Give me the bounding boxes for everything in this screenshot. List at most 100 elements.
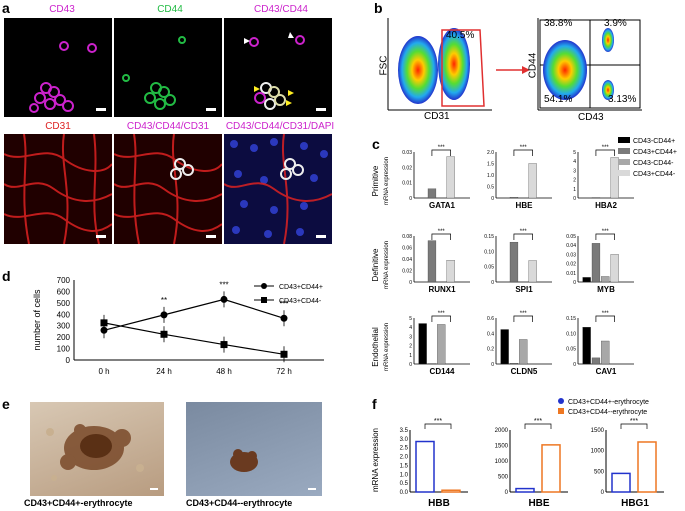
ytick-5-2: 0.02 (566, 262, 576, 268)
micrograph-cd43 (4, 18, 112, 117)
ytick-1-3: 1.5 (487, 162, 494, 168)
sig-label-5: *** (602, 229, 610, 235)
f-ytick-1-3: 1500 (495, 444, 509, 450)
gene-label-2: HBA2 (595, 201, 617, 210)
quadrant-bottom-right: 3.13% (608, 94, 637, 105)
flow-right-xlabel: CD43 (578, 112, 604, 123)
legend-item-0: CD43-CD44+ (618, 136, 684, 147)
bar-5-3 (610, 254, 619, 283)
sig-label-4: *** (520, 229, 528, 235)
f-ytick-0-0: 0.0 (400, 490, 409, 496)
bar-4-1 (509, 241, 519, 283)
ytick-3-3: 0.06 (402, 246, 412, 252)
f-ytick-0-4: 2.0 (400, 455, 409, 461)
gene-label-4: SPI1 (515, 285, 533, 294)
legend-f-item-1: CD43+CD44--erythrocyte (558, 408, 684, 418)
bar-8-0 (582, 327, 591, 365)
colony-caption-2: CD43+CD44--erythrocyte (186, 498, 293, 508)
micro-label-merge2: CD43/CD44/CD31 (126, 121, 210, 132)
f-ytick-1-0: 0 (505, 490, 509, 496)
ytick-7-2: 0.4 (487, 331, 494, 337)
f-sig-label-1: *** (534, 418, 542, 425)
micro-label-merge3: CD43/CD44/CD31/DAPI (225, 121, 335, 132)
d-sig-2: *** (279, 299, 288, 308)
ytick-6-5: 5 (409, 316, 412, 322)
bar-1-1 (509, 197, 519, 199)
ytick-6-4: 4 (409, 325, 412, 331)
ytick-2-5: 5 (573, 150, 576, 156)
d-ytick-5: 500 (57, 299, 71, 308)
bar-0-1 (427, 188, 437, 199)
sig-bracket-0 (431, 149, 451, 156)
micro-label-merge1: CD43/CD44 (254, 4, 308, 15)
sig-bracket-5 (595, 233, 615, 240)
f-sig-label-2: *** (630, 418, 638, 425)
ytick-4-0: 0 (491, 280, 494, 286)
row-label-0: Primitive (371, 165, 380, 196)
legend-f-item-0: CD43+CD44+-erythrocyte (558, 398, 684, 408)
panel-c-label: c (372, 136, 380, 152)
d-series-line-0 (103, 298, 285, 331)
sig-label-2: *** (602, 145, 610, 151)
flow-right-ylabel: CD44 (527, 52, 539, 79)
sig-bracket-2 (595, 149, 615, 156)
panel-b-label: b (374, 0, 383, 16)
f-ytick-2-1: 500 (594, 469, 605, 475)
legend-item-3: CD43+CD44- (618, 169, 684, 180)
f-sig-bracket-2 (620, 423, 648, 429)
f-gene-label-0: HBB (428, 498, 450, 509)
row-ylabel-0: mRNA expression (384, 157, 390, 205)
bar-6-0 (418, 323, 427, 365)
ytick-8-1: 0.05 (566, 347, 576, 353)
ytick-2-1: 1 (573, 187, 576, 193)
flow-cytometry-panel: 40.5% CD31 FSC 38.8% 3.9% 54.1% 3.13% CD… (379, 10, 685, 130)
bar-2-3 (610, 157, 619, 199)
ytick-7-3: 0.6 (487, 316, 494, 322)
d-ylabel: number of cells (32, 289, 42, 351)
chart-d-line: 0 100 200 300 400 500 600 700 0 h 24 h 48 h 72 h num… (32, 276, 324, 376)
ytick-3-0: 0 (409, 280, 412, 286)
d-ytick-1: 100 (57, 345, 71, 354)
gene-label-8: CAV1 (596, 367, 617, 376)
micro-label-cd44: CD44 (157, 4, 183, 15)
bar-3-3 (446, 260, 455, 283)
d-ytick-4: 400 (57, 310, 71, 319)
f-sig-bracket-0 (424, 423, 452, 429)
flow-population-main (543, 40, 587, 100)
ytick-1-0: 0 (491, 196, 494, 202)
sig-bracket-3 (431, 233, 451, 240)
flow-left-xlabel: CD31 (424, 111, 450, 122)
ytick-0-1: 0.01 (402, 181, 412, 187)
gate-percentage: 40.5% (446, 30, 475, 41)
ytick-3-2: 0.04 (402, 257, 412, 263)
ytick-2-0: 0 (573, 196, 576, 202)
bar-1-3 (528, 163, 537, 199)
sig-label-6: *** (438, 311, 446, 317)
chart-c-grid: Primitive mRNA expression Definitive mRNA e… (371, 145, 634, 376)
ytick-5-1: 0.01 (566, 271, 576, 277)
flow-population-cd43pos (602, 80, 614, 100)
colony-image-cd44pos (30, 402, 164, 496)
sig-label-1: *** (520, 145, 528, 151)
gene-label-7: CLDN5 (511, 367, 538, 376)
flow-gate-cd31 (441, 29, 485, 107)
ytick-2-4: 4 (573, 159, 576, 165)
sig-bracket-8 (595, 315, 615, 322)
gene-label-0: GATA1 (429, 201, 455, 210)
d-ytick-2: 200 (57, 333, 71, 342)
f-ytick-0-1: 0.5 (400, 481, 409, 487)
sig-bracket-4 (513, 233, 533, 240)
colony-image-cd44neg (186, 402, 322, 496)
bar-5-2 (601, 276, 610, 283)
d-legend-marker-0 (261, 283, 267, 289)
flow-population-cd31pos (438, 28, 470, 100)
flow-population-cd31neg (398, 36, 438, 104)
row-ylabel-2: mRNA expression (384, 323, 390, 371)
panel-a-label: a (2, 0, 10, 16)
gene-label-1: HBE (516, 201, 534, 210)
ytick-7-0: 0 (491, 362, 494, 368)
f-ytick-1-4: 2000 (495, 428, 509, 434)
quadrant-top-right: 3.9% (604, 18, 627, 29)
quadrant-top-left: 38.8% (544, 18, 573, 29)
row-label-1: Definitive (371, 248, 380, 281)
